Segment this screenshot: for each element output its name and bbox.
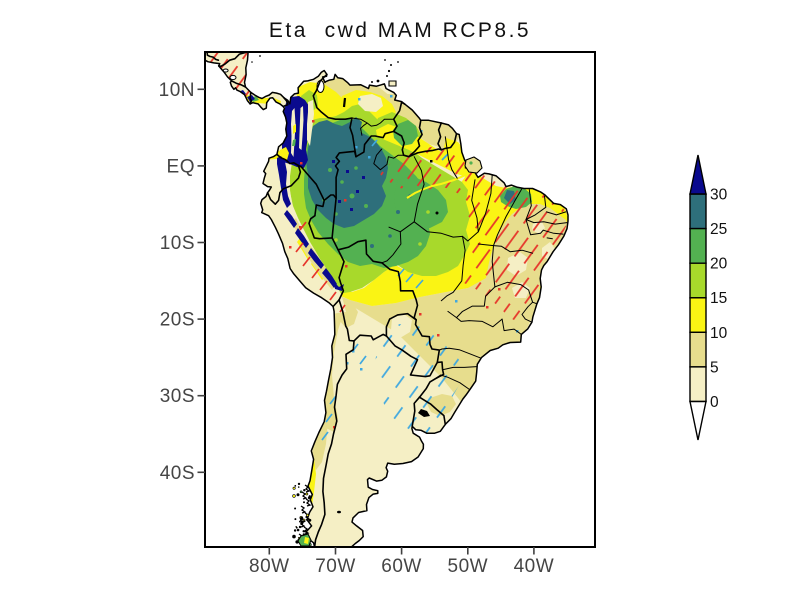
svg-text:70W: 70W xyxy=(315,556,356,577)
svg-text:40W: 40W xyxy=(514,556,555,577)
svg-text:5: 5 xyxy=(710,359,719,376)
svg-text:0: 0 xyxy=(710,394,719,411)
svg-text:10N: 10N xyxy=(159,80,195,101)
svg-text:30S: 30S xyxy=(160,386,195,407)
svg-text:20: 20 xyxy=(710,256,728,273)
svg-text:50W: 50W xyxy=(448,556,489,577)
svg-text:10: 10 xyxy=(710,325,728,342)
svg-text:Eta cwd MAM RCP8.5: Eta cwd MAM RCP8.5 xyxy=(269,19,531,42)
svg-text:60W: 60W xyxy=(381,556,422,577)
svg-text:10S: 10S xyxy=(160,233,195,254)
svg-text:EQ: EQ xyxy=(167,156,195,177)
svg-text:20S: 20S xyxy=(160,310,195,331)
svg-text:25: 25 xyxy=(710,221,727,238)
svg-text:30: 30 xyxy=(710,187,728,204)
svg-text:80W: 80W xyxy=(249,556,290,577)
svg-text:40S: 40S xyxy=(160,463,195,484)
svg-text:15: 15 xyxy=(710,290,727,307)
